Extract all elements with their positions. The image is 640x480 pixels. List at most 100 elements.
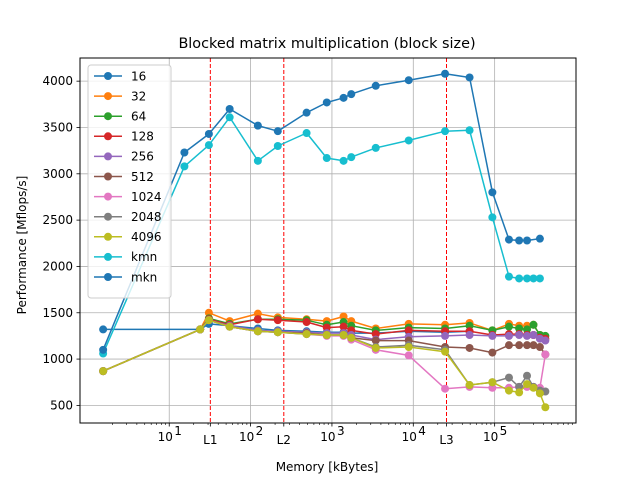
legend-item-128: 128 [94, 130, 154, 144]
data-point [322, 330, 331, 339]
data-point [441, 331, 450, 340]
x-tick-label: 10 [239, 430, 254, 444]
data-point [488, 378, 497, 387]
data-point [253, 315, 262, 324]
legend-swatch-marker [104, 212, 112, 221]
data-point [204, 129, 213, 138]
data-point [523, 341, 532, 350]
x-tick-exponent: 3 [337, 424, 345, 438]
legend-label: kmn [131, 250, 157, 264]
legend-item-4096: 4096 [94, 230, 162, 244]
data-point [253, 156, 262, 165]
data-point [204, 141, 213, 150]
data-point [504, 322, 513, 331]
data-point [404, 351, 413, 360]
data-point [504, 386, 513, 395]
legend-item-kmn: kmn [94, 250, 157, 264]
legend-swatch-marker [104, 112, 112, 121]
legend-item-mkn: mkn [94, 270, 157, 284]
data-point [339, 312, 348, 321]
legend-item-32: 32 [94, 89, 146, 103]
data-point [322, 98, 331, 107]
data-point [322, 323, 331, 332]
data-point [515, 330, 524, 339]
x-axis-title: Memory [kBytes] [276, 460, 379, 474]
data-point [441, 347, 450, 356]
data-point [488, 383, 497, 392]
legend-label: 2048 [131, 210, 162, 224]
data-point [504, 341, 513, 350]
data-point [371, 336, 380, 345]
data-point [99, 345, 108, 354]
data-point [273, 328, 282, 337]
data-point [347, 90, 356, 99]
data-point [523, 371, 532, 380]
data-point [515, 324, 524, 333]
data-point [273, 142, 282, 151]
legend-swatch-marker [104, 232, 112, 241]
data-point [465, 330, 474, 339]
x-tick-exponent: 5 [500, 424, 508, 438]
data-point [488, 348, 497, 357]
data-point [302, 330, 311, 339]
data-point [504, 331, 513, 340]
data-point [515, 388, 524, 397]
series-group [99, 69, 550, 412]
data-point [535, 389, 544, 398]
data-point [339, 330, 348, 339]
data-point [347, 153, 356, 162]
legend-label: 512 [131, 170, 154, 184]
data-point [535, 343, 544, 352]
data-point [99, 325, 108, 334]
data-point [541, 403, 550, 412]
legend-label: 128 [131, 130, 154, 144]
legend-swatch-marker [104, 172, 112, 181]
data-point [322, 154, 331, 163]
legend-label: 64 [131, 110, 146, 124]
y-tick-label: 2500 [42, 213, 73, 227]
data-point [488, 213, 497, 222]
legend-item-16: 16 [94, 69, 146, 83]
data-point [347, 333, 356, 342]
data-point [541, 350, 550, 359]
x-tick-label: 10 [483, 430, 498, 444]
data-point [541, 336, 550, 345]
data-point [529, 383, 538, 392]
legend-label: 4096 [131, 230, 162, 244]
data-point [465, 321, 474, 330]
data-point [371, 343, 380, 352]
legend-swatch-marker [104, 152, 112, 161]
y-tick-label: 500 [50, 398, 73, 412]
data-point [196, 325, 205, 334]
data-point [404, 136, 413, 145]
x-tick-exponent: 1 [174, 424, 182, 438]
data-point [504, 235, 513, 244]
data-point [371, 330, 380, 339]
y-tick-label: 2000 [42, 259, 73, 273]
data-point [523, 274, 532, 283]
data-point [339, 156, 348, 165]
x-tick-exponent: 4 [418, 424, 426, 438]
series-4096 [99, 316, 550, 412]
data-point [529, 341, 538, 350]
y-tick-label: 4000 [42, 74, 73, 88]
data-point [371, 143, 380, 152]
data-point [302, 108, 311, 117]
legend-label: 256 [131, 150, 154, 164]
legend: 16 32 64 128 256 512 1024 2048 4096 kmn mkn [87, 64, 172, 299]
data-point [523, 331, 532, 340]
legend-label: 1024 [131, 190, 162, 204]
legend-box [87, 64, 172, 299]
legend-label: 32 [131, 89, 146, 103]
data-point [515, 236, 524, 245]
data-point [523, 325, 532, 334]
data-point [404, 343, 413, 352]
legend-item-512: 512 [94, 170, 154, 184]
data-point [529, 320, 538, 329]
data-point [253, 309, 262, 318]
legend-label: mkn [131, 270, 157, 284]
data-point [441, 384, 450, 393]
data-point [339, 93, 348, 102]
